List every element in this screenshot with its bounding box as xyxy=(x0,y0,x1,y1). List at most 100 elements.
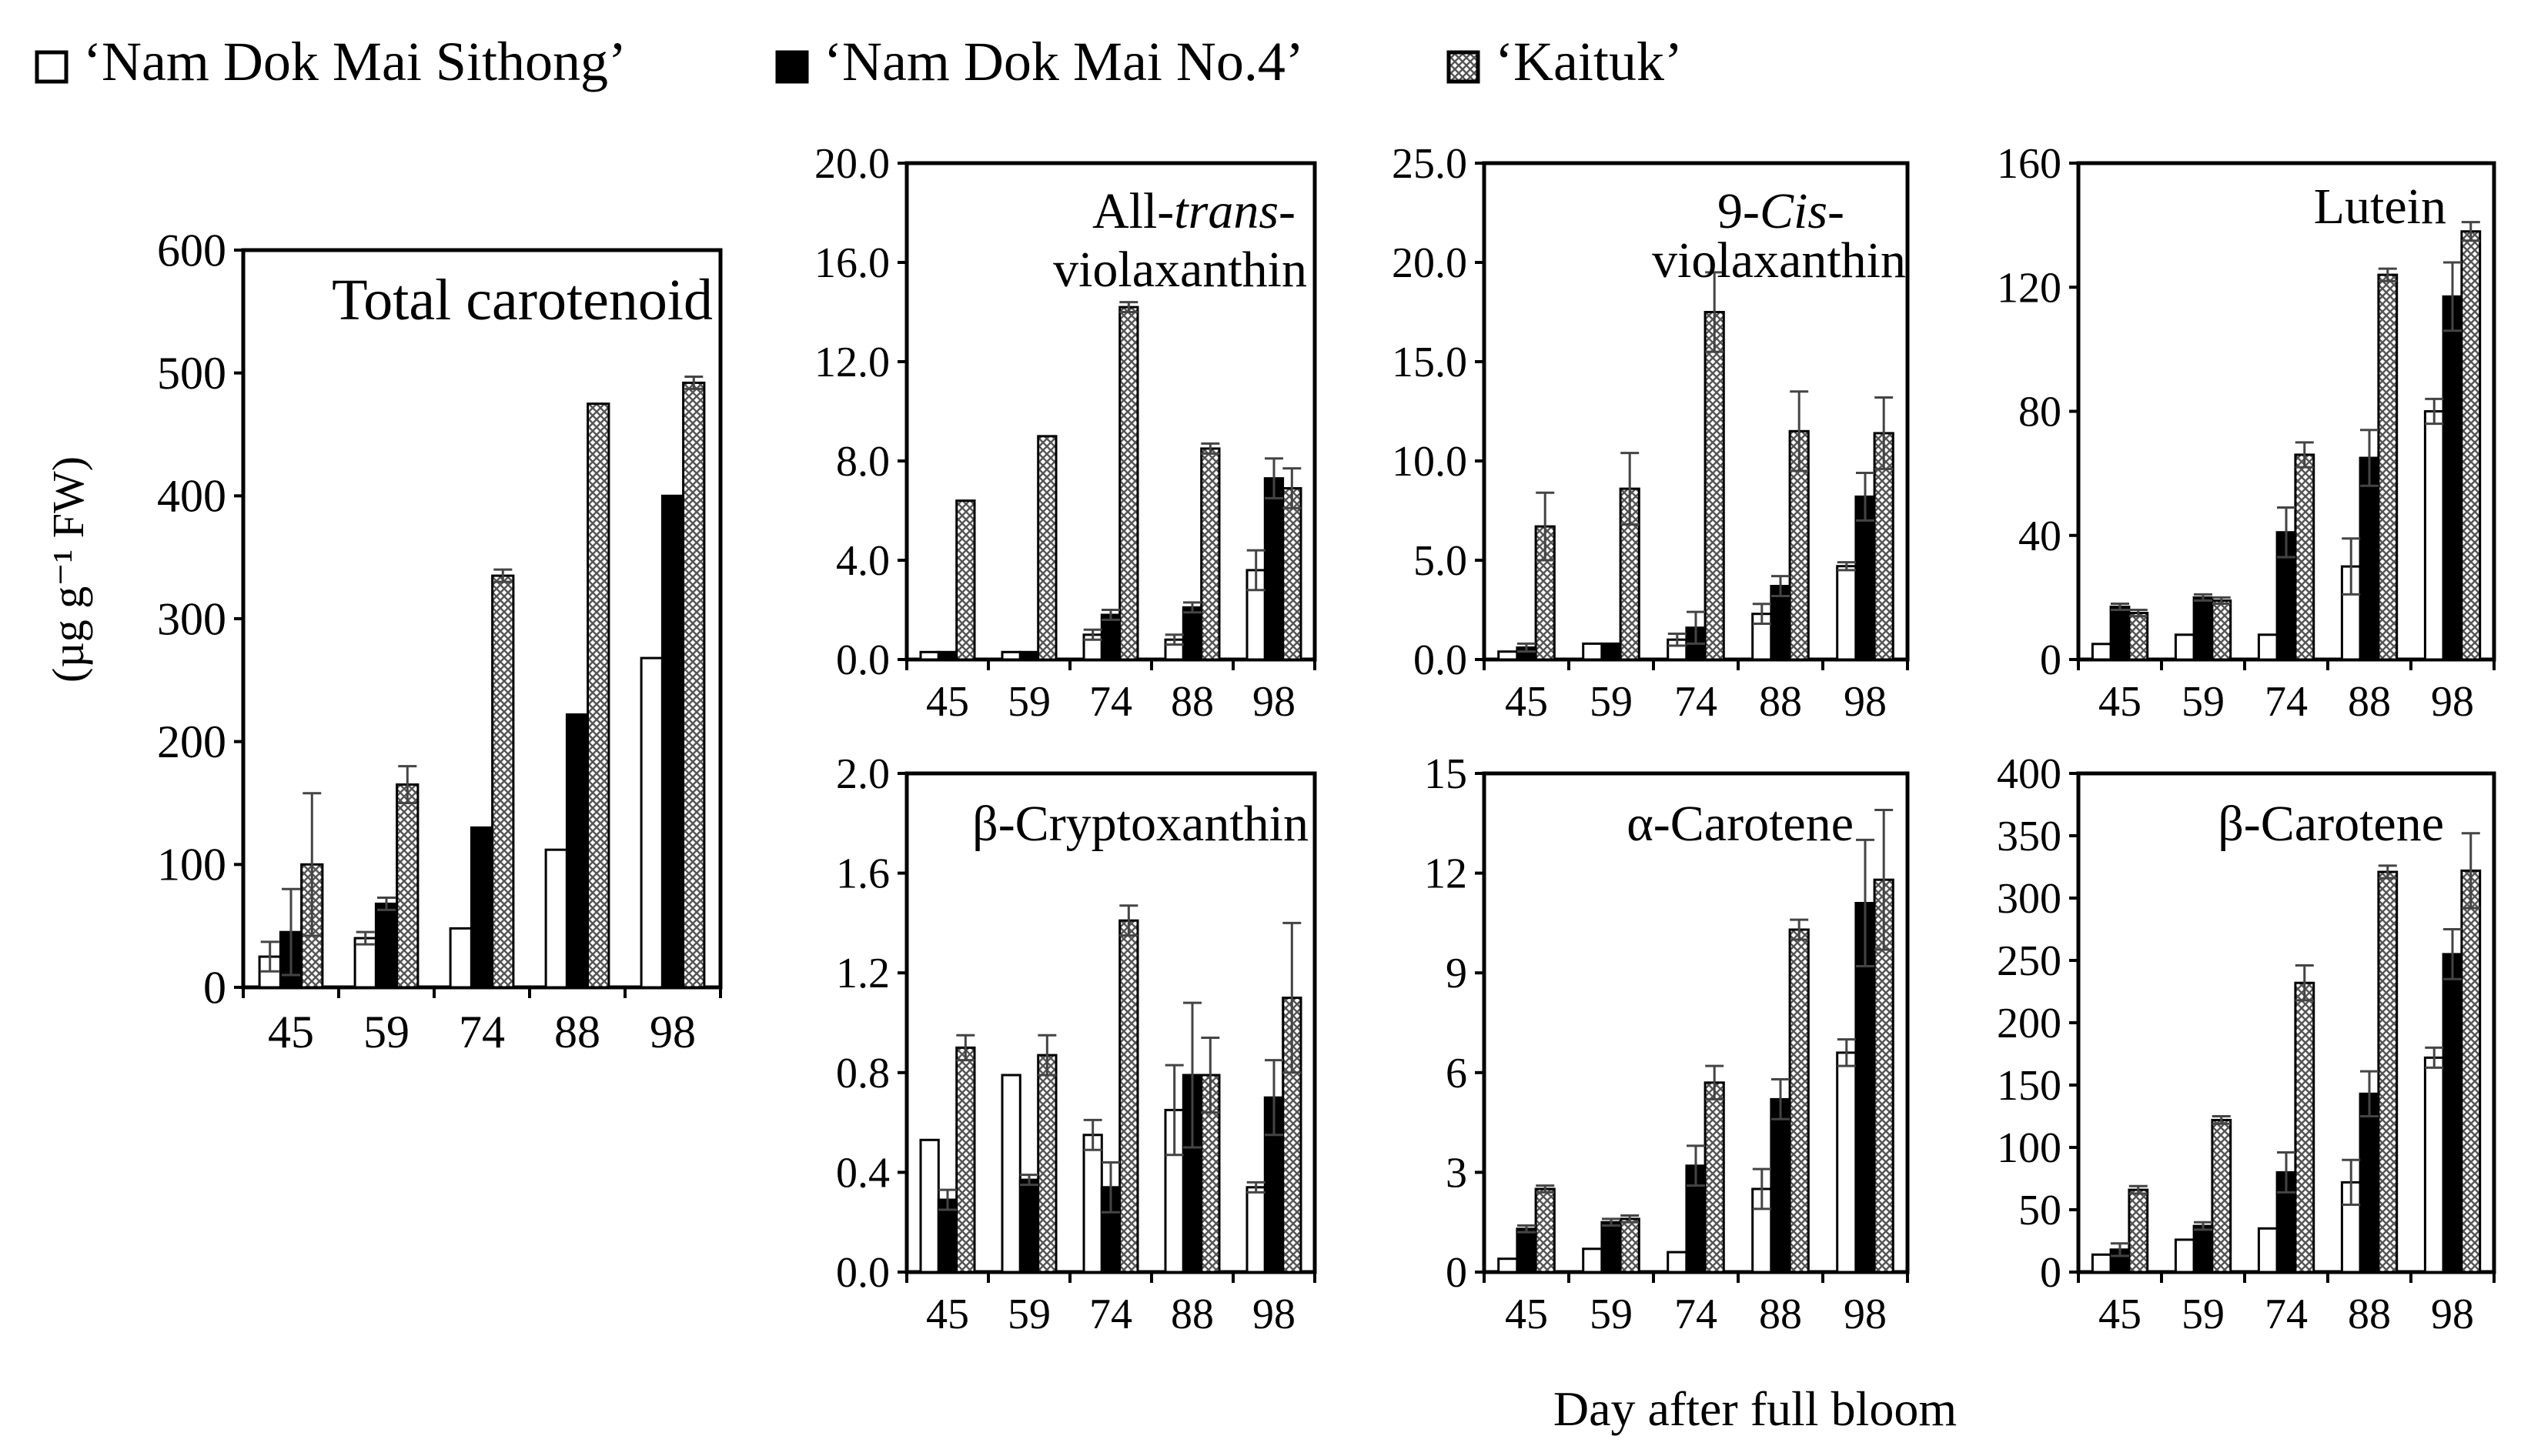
errorbar-no4-98 xyxy=(2443,261,2462,332)
y-ticks: 0 3 6 9 12 15 xyxy=(1424,750,1484,1297)
x-tick-label: 74 xyxy=(1089,1291,1132,1338)
errorbar-kaituk-45 xyxy=(303,792,322,937)
errorbar-no4-74 xyxy=(1102,1160,1120,1214)
bar-sithong-88 xyxy=(544,848,568,989)
y-tick-label: 300 xyxy=(157,593,226,644)
errorbars-layer xyxy=(1517,809,1894,1234)
y-tick-label: 0 xyxy=(2040,636,2061,684)
errorbar-sithong-88 xyxy=(1165,1064,1184,1157)
title-part-italic: Cis xyxy=(1760,183,1827,239)
y-tick-label: 400 xyxy=(1997,750,2061,798)
bar-no4-88 xyxy=(1182,606,1203,661)
bar-no4-59 xyxy=(374,902,399,989)
panel-title: β-Cryptoxanthin xyxy=(972,796,1309,852)
legend-swatch-kaituk xyxy=(1446,50,1480,84)
bar-sithong-45 xyxy=(919,650,940,661)
x-tick-label: 88 xyxy=(1171,678,1214,726)
errorbars-layer xyxy=(1083,301,1302,646)
bar-sithong-59 xyxy=(1001,650,1021,661)
x-tick-label: 98 xyxy=(650,1007,696,1057)
y-tick-label: 300 xyxy=(1997,875,2061,923)
errorbar-no4-88 xyxy=(1771,575,1790,597)
errorbar-no4-59 xyxy=(1020,1174,1038,1187)
bar-sithong-98 xyxy=(1245,1186,1266,1274)
errorbar-kaituk-45 xyxy=(956,1034,975,1062)
panel-title: Lutein xyxy=(2314,179,2446,235)
errorbars-layer xyxy=(938,904,1302,1214)
errorbar-no4-45 xyxy=(1517,1224,1536,1234)
bar-no4-59 xyxy=(2192,596,2214,661)
bar-kaituk-74 xyxy=(1703,1081,1725,1274)
bars-layer xyxy=(919,919,1302,1274)
y-tick-label: 250 xyxy=(1997,937,2061,985)
bar-kaituk-98 xyxy=(682,381,706,989)
y-tick-label: 50 xyxy=(2018,1187,2061,1234)
errorbar-no4-74 xyxy=(2277,506,2295,559)
y-tick-label: 8.0 xyxy=(836,438,890,486)
x-tick-label: 98 xyxy=(2431,678,2474,726)
bar-kaituk-74 xyxy=(491,574,515,989)
x-tick-label: 88 xyxy=(1759,1291,1802,1338)
y-tick-label: 3 xyxy=(1446,1149,1467,1197)
y-tick-label: 4.0 xyxy=(836,537,890,585)
bars-layer xyxy=(1497,311,1894,661)
bar-sithong-59 xyxy=(2174,1238,2195,1274)
bar-kaituk-59 xyxy=(1037,1054,1058,1274)
y-tick-label: 0 xyxy=(203,962,226,1013)
panel-title-line2: violaxanthin xyxy=(1652,232,1906,289)
errorbar-kaituk-74 xyxy=(2295,963,2314,1002)
errorbar-sithong-98 xyxy=(1837,1038,1856,1067)
x-tick-label: 88 xyxy=(1759,678,1802,726)
bar-kaituk-74 xyxy=(2294,981,2315,1274)
x-tick-label: 59 xyxy=(1008,1291,1051,1338)
panel-title: α-Carotene xyxy=(1627,796,1854,852)
bar-kaituk-59 xyxy=(2211,1118,2232,1274)
y-tick-label: 40 xyxy=(2018,513,2061,560)
bar-no4-59 xyxy=(2192,1224,2214,1274)
x-tick-label: 59 xyxy=(1590,1291,1633,1338)
y-tick-label: 9 xyxy=(1446,950,1467,997)
panel-lutein: 0 40 80 120 160 45 59 74 88 98 Lutein xyxy=(1997,140,2496,726)
errorbar-kaituk-74 xyxy=(1119,904,1138,937)
errorbar-no4-98 xyxy=(1856,471,1874,522)
errorbar-no4-45 xyxy=(2111,602,2129,611)
errorbar-sithong-74 xyxy=(1667,632,1687,647)
x-ticks: 45 59 74 88 98 xyxy=(2077,1272,2496,1338)
y-tick-label: 15.0 xyxy=(1392,339,1467,386)
errorbar-no4-88 xyxy=(1771,1077,1790,1120)
y-tick-label: 200 xyxy=(157,716,226,767)
errorbar-kaituk-59 xyxy=(2212,596,2231,605)
bar-sithong-45 xyxy=(2091,1253,2112,1274)
y-tick-label: 1.2 xyxy=(836,950,890,997)
y-tick-label: 0.4 xyxy=(836,1149,890,1197)
errorbar-no4-88 xyxy=(1183,601,1202,614)
x-tick-label: 98 xyxy=(1844,1291,1887,1338)
bar-kaituk-59 xyxy=(1619,1217,1640,1274)
x-axis-label: Day after full bloom xyxy=(1553,1381,1957,1436)
errorbar-no4-59 xyxy=(2194,1221,2212,1231)
errorbars-layer xyxy=(2111,832,2480,1257)
bar-no4-45 xyxy=(2109,606,2131,661)
errorbar-kaituk-88 xyxy=(1201,442,1220,455)
errorbar-sithong-98 xyxy=(2425,1046,2444,1069)
errorbar-sithong-98 xyxy=(1246,1180,1266,1194)
errorbar-kaituk-98 xyxy=(1874,396,1894,470)
y-tick-label: 0.8 xyxy=(836,1050,890,1097)
errorbar-kaituk-88 xyxy=(2378,864,2397,880)
errorbar-kaituk-74 xyxy=(1705,271,1724,353)
bar-kaituk-98 xyxy=(1282,487,1302,661)
x-tick-label: 45 xyxy=(1505,1291,1548,1338)
errorbar-sithong-98 xyxy=(1246,549,1266,592)
x-ticks: 45 59 74 88 98 xyxy=(905,660,1316,726)
errorbar-no4-88 xyxy=(2360,429,2379,487)
y-tick-label: 350 xyxy=(1997,813,2061,860)
panel-total-carotenoid: 0 100 200 300 400 500 600 45 59 74 88 98 Total car… xyxy=(157,225,723,1057)
title-part: - xyxy=(1279,183,1296,239)
errorbar-sithong-74 xyxy=(1083,1118,1102,1151)
bar-sithong-74 xyxy=(1667,1251,1688,1274)
x-tick-label: 74 xyxy=(1674,678,1717,726)
errorbar-kaituk-59 xyxy=(1620,452,1640,526)
panel-alpha-carotene: 0 3 6 9 12 15 45 59 74 88 98 α-Carotene xyxy=(1424,750,1910,1338)
errorbar-sithong-74 xyxy=(1083,628,1102,641)
y-tick-label: 100 xyxy=(157,840,226,890)
